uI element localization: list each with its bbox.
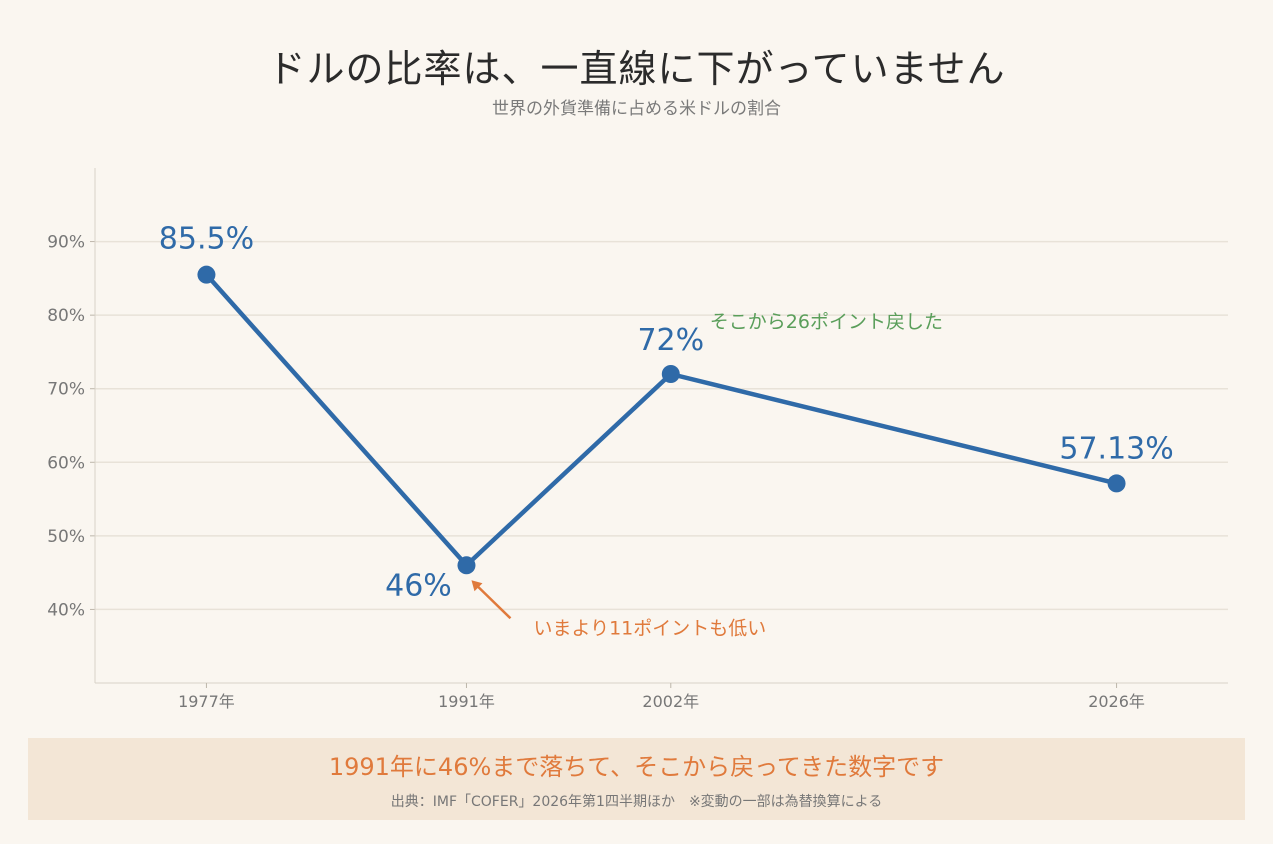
- data-label: 85.5%: [159, 222, 254, 257]
- x-tick-labels: 1977年 1991年 2002年 2026年: [178, 683, 1145, 711]
- summary-box: 1991年に46%まで落ちて、そこから戻ってきた数字です 出典：IMF「COFE…: [28, 738, 1245, 820]
- x-tick-label: 1977年: [178, 692, 235, 711]
- data-label: 46%: [385, 568, 452, 603]
- data-point: [661, 365, 680, 383]
- series-line: [204, 272, 1119, 568]
- annotation-arrow: [474, 583, 512, 620]
- data-point: [457, 556, 476, 575]
- grid-layer: [90, 240, 1228, 611]
- data-label: 57.13%: [1059, 431, 1173, 466]
- arrowhead-icon: [471, 580, 483, 592]
- y-tick-labels: 40% 50% 60% 70% 80% 90%: [47, 233, 85, 621]
- y-tick-label: 60%: [47, 453, 85, 473]
- y-tick-label: 40%: [47, 600, 85, 620]
- line-chart: 40%50%60%70%80%90% 1977年 1991年 2002年 2026年 …: [47, 168, 1228, 711]
- series-layer: 85.5% 46% 72% 57.13%: [159, 222, 1174, 604]
- annotation-low-point: いまより11ポイントも低い: [533, 617, 766, 639]
- source-note: 出典：IMF「COFER」2026年第1四半期ほか ※変動の一部は為替換算による: [390, 794, 883, 810]
- summary-headline: 1991年に46%まで落ちて、そこから戻ってきた数字です: [328, 753, 945, 781]
- y-tick-label: 80%: [47, 306, 85, 326]
- annotation-recovery: そこから26ポイント戻した: [710, 311, 943, 333]
- x-tick-label: 1991年: [438, 692, 495, 711]
- y-tick-label: 70%: [47, 380, 85, 400]
- data-point: [197, 265, 216, 284]
- data-label: 72%: [637, 323, 704, 358]
- y-tick-label: 90%: [47, 233, 85, 253]
- page-subtitle: 世界の外貨準備に占める米ドルの割合: [492, 99, 781, 119]
- y-tick-label: 50%: [47, 527, 85, 547]
- x-tick-label: 2002年: [642, 692, 699, 711]
- data-point: [1107, 474, 1126, 493]
- page-title: ドルの比率は、一直線に下がっていません: [267, 47, 1006, 91]
- x-tick-label: 2026年: [1088, 692, 1145, 711]
